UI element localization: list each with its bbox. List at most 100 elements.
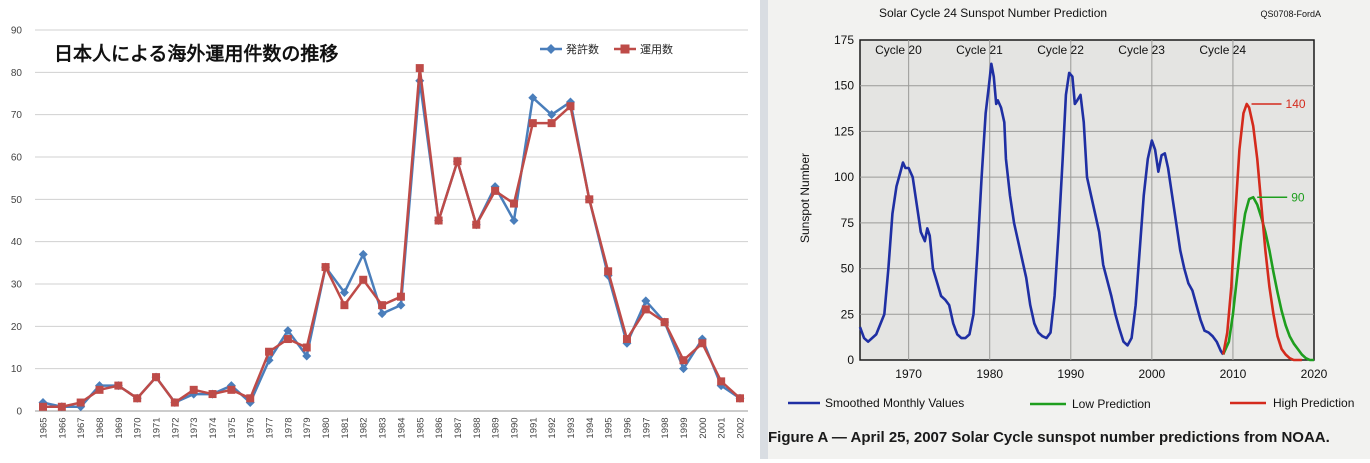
y-gridlines [35, 29, 748, 412]
data-point [678, 364, 688, 374]
data-point [76, 398, 85, 407]
data-point [170, 398, 179, 407]
x-tick-label: 2002 [736, 417, 747, 438]
data-point [736, 394, 744, 403]
cycle-labels: Cycle 20 Cycle 21 Cycle 22 Cycle 23 Cycle 24 [875, 43, 1246, 57]
x-tick-label: 1970 [895, 367, 922, 381]
data-point [434, 216, 443, 225]
series-line [42, 79, 741, 409]
right-chart-panel: Solar Cycle 24 Sunspot Number Prediction… [768, 0, 1370, 459]
y-tick-label: 75 [841, 216, 855, 230]
data-point [509, 199, 518, 208]
y-tick-labels: 0 10 20 30 40 50 60 70 80 90 [11, 26, 23, 418]
x-tick-label: 1987 [453, 417, 464, 438]
x-tick-label: 2001 [717, 417, 728, 438]
x-tick-label: 1984 [396, 417, 407, 438]
data-point [396, 292, 405, 301]
y-tick-label: 80 [11, 68, 23, 79]
annotation-label: 90 [1291, 190, 1305, 204]
y-tick-label: 125 [834, 124, 854, 138]
data-point [302, 351, 312, 361]
y-tick-label: 10 [11, 364, 23, 375]
data-point [453, 157, 462, 166]
cycle-label: Cycle 24 [1199, 43, 1246, 57]
x-tick-label: 1970 [133, 417, 144, 438]
y-tick-label: 0 [847, 353, 854, 367]
x-tick-label: 2000 [698, 417, 709, 438]
data-point [717, 377, 726, 386]
panel-divider [760, 0, 768, 459]
x-tick-label: 1992 [547, 417, 558, 438]
legend-label-permits: 発許数 [566, 42, 599, 56]
y-tick-label: 0 [16, 407, 22, 418]
x-tick-labels: 1970 1980 1990 2000 2010 2020 [895, 367, 1327, 381]
cycle-label: Cycle 20 [875, 43, 922, 57]
series-line [858, 62, 1225, 356]
data-point [339, 287, 349, 297]
legend-label-low: Low Prediction [1072, 397, 1151, 411]
x-tick-label: 1990 [1057, 367, 1084, 381]
x-tick-label: 1986 [434, 417, 445, 438]
x-tick-label: 1973 [189, 417, 200, 438]
y-tick-label: 175 [834, 33, 854, 47]
x-tick-label: 1995 [604, 417, 615, 438]
series-group [858, 62, 1314, 362]
y-tick-label: 30 [11, 280, 23, 291]
x-tick-label: 1975 [227, 417, 238, 438]
overseas-operations-line-chart: 0 10 20 30 40 50 60 70 80 90 1965 1966 1967 1968 1969… [11, 26, 748, 439]
series-line [1222, 195, 1314, 362]
x-tick-label: 2020 [1301, 367, 1328, 381]
data-point [283, 326, 293, 336]
data-point [39, 402, 47, 411]
x-tick-label: 1977 [265, 417, 276, 438]
left-chart-panel: 0 10 20 30 40 50 60 70 80 90 1965 1966 1967 1968 1969… [10, 25, 748, 439]
x-tick-label: 1967 [76, 417, 87, 438]
x-tick-label: 1982 [359, 417, 370, 438]
legend-label-smoothed: Smoothed Monthly Values [825, 396, 964, 410]
legend: Smoothed Monthly Values Low Prediction H… [788, 396, 1354, 411]
y-tick-label: 70 [11, 110, 23, 121]
x-tick-label: 1974 [208, 417, 219, 438]
x-tick-label: 1999 [679, 417, 690, 438]
data-point [509, 216, 519, 225]
y-tick-label: 20 [11, 322, 23, 333]
data-point [321, 263, 330, 272]
x-tick-label: 1965 [39, 417, 50, 438]
x-tick-label: 1978 [283, 417, 294, 438]
data-point [547, 119, 556, 128]
y-tick-label: 40 [11, 237, 23, 248]
data-point [528, 93, 538, 103]
data-point [679, 356, 688, 365]
x-tick-label: 1994 [585, 417, 596, 438]
data-point [189, 385, 198, 394]
data-point [641, 296, 651, 306]
cycle-label: Cycle 23 [1118, 43, 1165, 57]
y-tick-label: 60 [11, 153, 23, 164]
legend: 発許数 運用数 [540, 42, 673, 56]
data-point [396, 300, 406, 310]
data-point [472, 220, 481, 229]
y-tick-label: 50 [841, 262, 855, 276]
x-tick-labels: 1965 1966 1967 1968 1969 1970 1971 1972 1973 1974… [39, 417, 747, 438]
plot-area [859, 39, 1315, 361]
data-point [566, 102, 575, 111]
series-line [43, 66, 741, 409]
annotation-label: 140 [1286, 97, 1306, 111]
corner-label: QS0708-FordA [1260, 9, 1321, 19]
y-tick-label: 90 [11, 26, 23, 37]
y-axis-label: Sunspot Number [798, 153, 812, 243]
y-tick-label: 50 [11, 195, 23, 206]
x-tick-label: 1990 [509, 417, 520, 438]
x-tick-label: 1979 [302, 417, 313, 438]
x-tick-label: 1996 [622, 417, 633, 438]
x-tick-label: 2000 [1139, 367, 1166, 381]
x-tick-label: 1998 [660, 417, 671, 438]
x-tick-label: 1971 [152, 417, 163, 438]
cycle-label: Cycle 21 [956, 43, 1003, 57]
data-point [265, 347, 274, 356]
x-tick-label: 1980 [976, 367, 1003, 381]
data-point [547, 110, 557, 120]
data-point [378, 301, 387, 310]
x-tick-label: 1991 [528, 417, 539, 438]
annotations: 140 90 [1251, 97, 1306, 204]
